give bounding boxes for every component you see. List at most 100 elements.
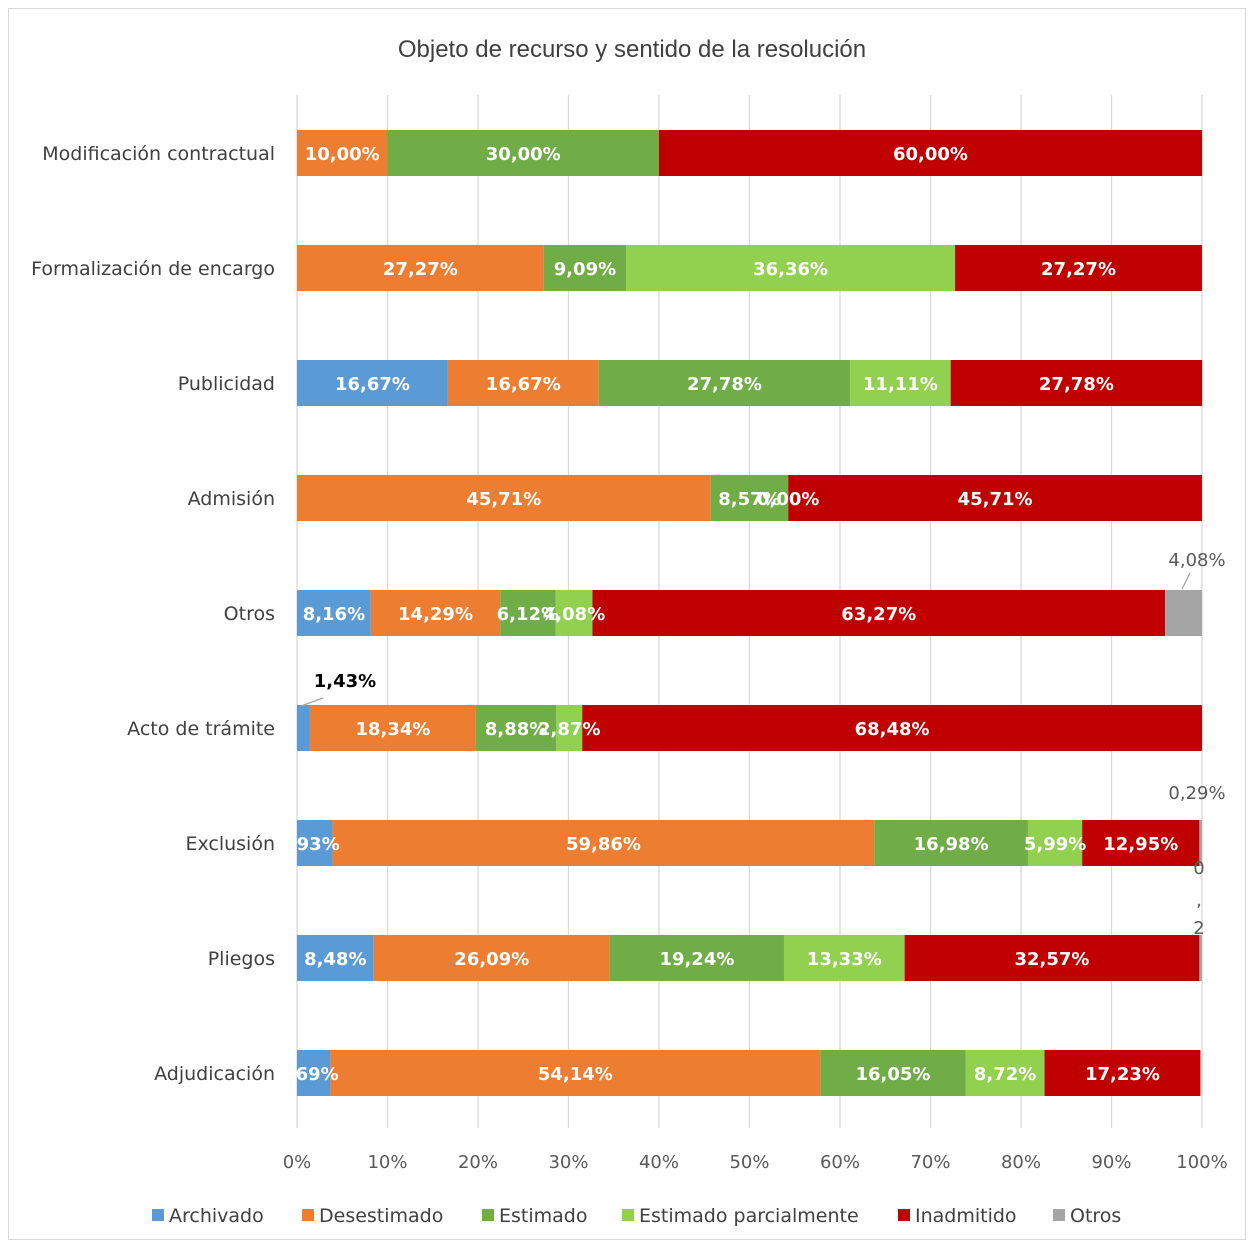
category-label: Acto de trámite (127, 718, 275, 740)
category-label: Otros (224, 603, 275, 625)
legend-swatch (622, 1209, 634, 1221)
data-label: 26,09% (454, 949, 529, 970)
bar-segment (965, 1050, 1045, 1096)
x-tick-label: 0% (283, 1152, 312, 1173)
x-tick-label: 100% (1176, 1152, 1227, 1173)
bar-segment (297, 590, 371, 636)
x-tick-label: 10% (367, 1152, 407, 1173)
legend: Archivado Desestimado Estimado Estimado par… (152, 1205, 1121, 1227)
legend-label: Otros (1070, 1205, 1121, 1227)
x-tick-label: 20% (458, 1152, 498, 1173)
data-label: 4,08% (1168, 550, 1225, 571)
data-label: 30,00% (486, 144, 561, 165)
category-label: Pliegos (208, 948, 275, 970)
data-label: 8,72% (974, 1064, 1036, 1085)
bar-segment (820, 1050, 966, 1096)
bar-segment (297, 820, 333, 866)
data-label: 63,27% (841, 604, 916, 625)
bar-segment (297, 360, 448, 406)
data-label: 68,48% (855, 719, 930, 740)
bar-segment (874, 820, 1028, 866)
category-label: Modificación contractual (42, 143, 275, 165)
bar-segment (309, 705, 476, 751)
bar-segment (500, 590, 556, 636)
bar-segment (850, 360, 951, 406)
data-label: 18,34% (355, 719, 430, 740)
x-tick-label: 80% (1001, 1152, 1041, 1173)
legend-swatch (482, 1209, 494, 1221)
data-label: 13,33% (807, 949, 882, 970)
data-label: 9,09% (554, 259, 616, 280)
bar-segment (904, 935, 1200, 981)
bar-segment (783, 935, 905, 981)
category-label: Exclusión (185, 833, 275, 855)
data-label: 2,87% (538, 719, 600, 740)
data-label: 10,00% (305, 144, 380, 165)
bar-segment (626, 245, 956, 291)
bar-segment (556, 705, 583, 751)
legend-label: Archivado (169, 1205, 264, 1227)
bar-segment (555, 590, 593, 636)
data-label: 36,36% (753, 259, 828, 280)
bar-segment (582, 705, 1202, 751)
legend-swatch (898, 1209, 910, 1221)
category-axis: Modificación contractual Formalización de… (31, 143, 275, 1085)
bar-segment (297, 475, 711, 521)
bar-segment (1044, 1050, 1201, 1096)
data-label: 27,78% (687, 374, 762, 395)
bar-segment (447, 360, 599, 406)
bar-segment (1199, 935, 1202, 981)
data-label: 1,43% (314, 671, 376, 692)
bar-segment (609, 935, 784, 981)
legend-swatch (1053, 1209, 1065, 1221)
bar-segment (1199, 820, 1202, 866)
x-tick-label: 70% (910, 1152, 950, 1173)
bars (297, 130, 1203, 1096)
bar-segment (297, 935, 374, 981)
data-label: 5,99% (1024, 834, 1086, 855)
category-label: Formalización de encargo (31, 258, 275, 280)
data-label: , (1196, 890, 1202, 911)
data-label: 59,86% (566, 834, 641, 855)
category-label: Publicidad (178, 373, 275, 395)
legend-swatch (152, 1209, 164, 1221)
bar-segment (598, 360, 851, 406)
bar-segment (387, 130, 659, 176)
data-label: 11,11% (863, 374, 938, 395)
bar-segment (659, 130, 1202, 176)
data-label: 12,95% (1103, 834, 1178, 855)
x-axis-ticks: 0% 10% 20% 30% 40% 50% 60% 70% 80% 90% 100% (283, 1152, 1228, 1173)
data-label: 17,23% (1085, 1064, 1160, 1085)
data-label: 45,71% (466, 489, 541, 510)
bar-segment (1165, 590, 1202, 636)
bar-segment (297, 1050, 331, 1096)
bar-segment (950, 360, 1203, 406)
data-label: 27,78% (1039, 374, 1114, 395)
data-label: 16,67% (335, 374, 410, 395)
x-tick-label: 50% (729, 1152, 769, 1173)
bar-segment (788, 475, 1202, 521)
x-tick-label: 90% (1091, 1152, 1131, 1173)
bar-segment (955, 245, 1202, 291)
data-label: 54,14% (538, 1064, 613, 1085)
category-label: Admisión (188, 488, 275, 510)
bar-segment (475, 705, 557, 751)
data-label: 14,29% (398, 604, 473, 625)
data-label: 45,71% (958, 489, 1033, 510)
bar-segment (332, 820, 875, 866)
data-label: 0,29% (1168, 783, 1225, 804)
data-label: 27,27% (1041, 259, 1116, 280)
leader-line (300, 697, 324, 707)
data-label: ,69% (289, 1064, 339, 1085)
data-label: 27,27% (383, 259, 458, 280)
data-label: 19,24% (659, 949, 734, 970)
data-label: 60,00% (893, 144, 968, 165)
data-label: 8,48% (304, 949, 366, 970)
bar-segment (373, 935, 610, 981)
data-label: ,93% (290, 834, 340, 855)
leader-line (1181, 572, 1191, 590)
data-label: 8,57% (718, 489, 780, 510)
bar-segment (330, 1050, 821, 1096)
bar-segment (297, 245, 544, 291)
